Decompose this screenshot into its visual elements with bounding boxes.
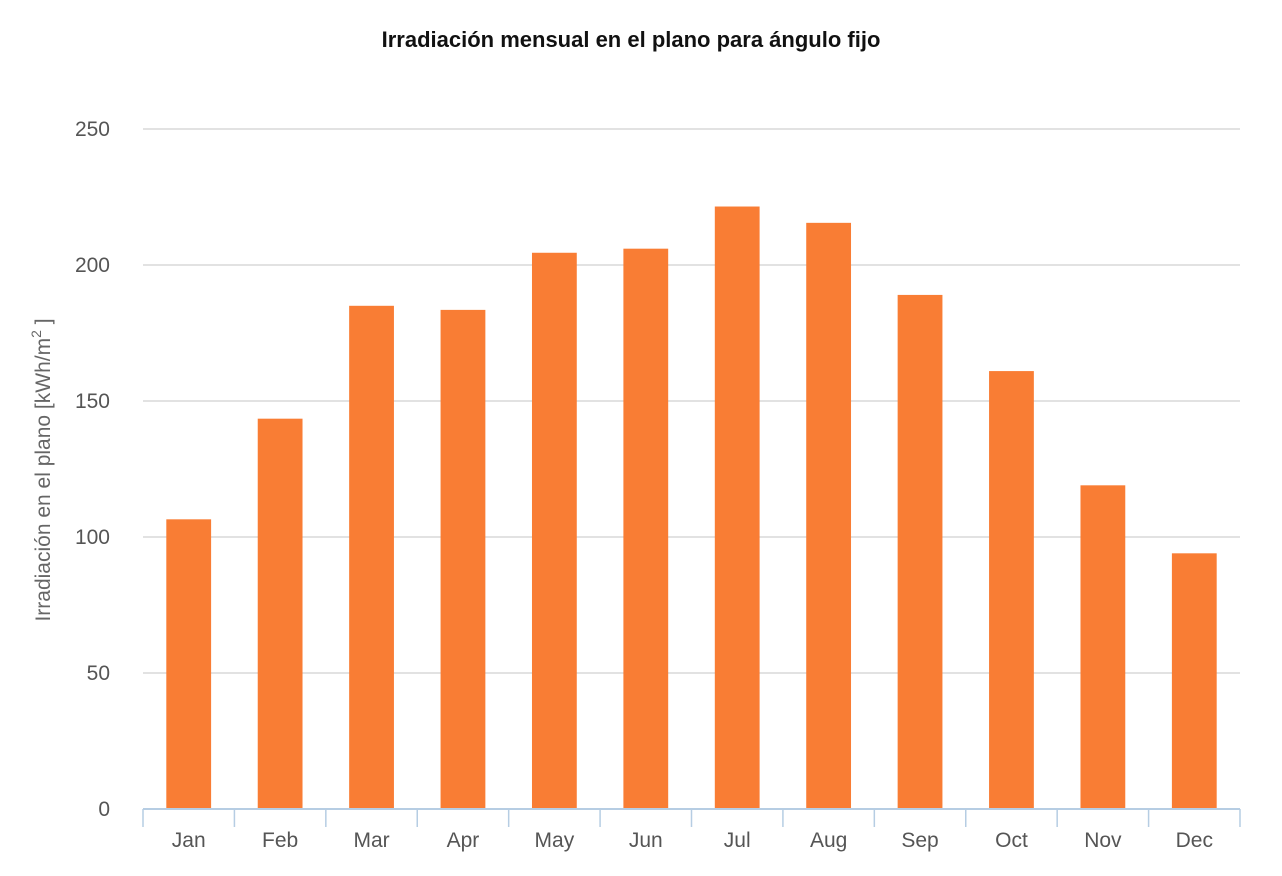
x-axis-tick-labels: Jan Feb Mar Apr May Jun Jul Aug Sep Oct Nov Dec: [172, 829, 1213, 852]
x-tick-label-sep: Sep: [901, 829, 938, 852]
bar-aug: [806, 222, 852, 810]
bar-jun: [623, 248, 669, 809]
y-axis-title-main: Irradiación en el plano [kWh/m: [32, 338, 55, 622]
x-tick-label-oct: Oct: [995, 829, 1028, 852]
bar-oct: [989, 371, 1034, 809]
x-tick-label-jul: Jul: [724, 829, 751, 852]
bar-nov: [1080, 485, 1126, 809]
bar-feb: [257, 418, 303, 809]
y-axis-title-superscript: 2: [28, 330, 44, 338]
y-tick-label-150: 150: [75, 390, 110, 413]
x-tick-label-may: May: [535, 829, 575, 852]
y-tick-label-100: 100: [75, 526, 110, 549]
y-tick-label-250: 250: [75, 118, 110, 141]
y-axis-title: Irradiación en el plano [kWh/m2 ]: [28, 318, 55, 621]
y-tick-label-0: 0: [98, 798, 110, 821]
y-axis-tick-labels: 0 50 100 150 200 250: [75, 118, 110, 821]
bar-mar: [349, 305, 394, 809]
x-axis: [142, 808, 1241, 827]
bar-sep: [897, 294, 943, 809]
x-tick-label-jun: Jun: [629, 829, 663, 852]
y-tick-label-200: 200: [75, 254, 110, 277]
x-tick-label-aug: Aug: [810, 829, 847, 852]
bar-may: [531, 252, 577, 809]
bar-jul: [714, 206, 760, 809]
gridlines: [143, 128, 1240, 674]
x-tick-label-nov: Nov: [1084, 829, 1122, 852]
bar-jan: [166, 519, 212, 809]
bars: [166, 206, 1217, 810]
bar-dec: [1171, 553, 1217, 809]
x-tick-label-feb: Feb: [262, 829, 298, 852]
y-tick-label-50: 50: [87, 662, 110, 685]
x-tick-label-apr: Apr: [447, 829, 480, 852]
y-axis-title-suffix: ]: [32, 318, 55, 330]
bar-apr: [440, 309, 486, 809]
x-tick-label-mar: Mar: [353, 829, 389, 852]
chart-title: Irradiación mensual en el plano para áng…: [382, 27, 881, 52]
x-tick-label-dec: Dec: [1176, 829, 1213, 852]
x-tick-label-jan: Jan: [172, 829, 206, 852]
